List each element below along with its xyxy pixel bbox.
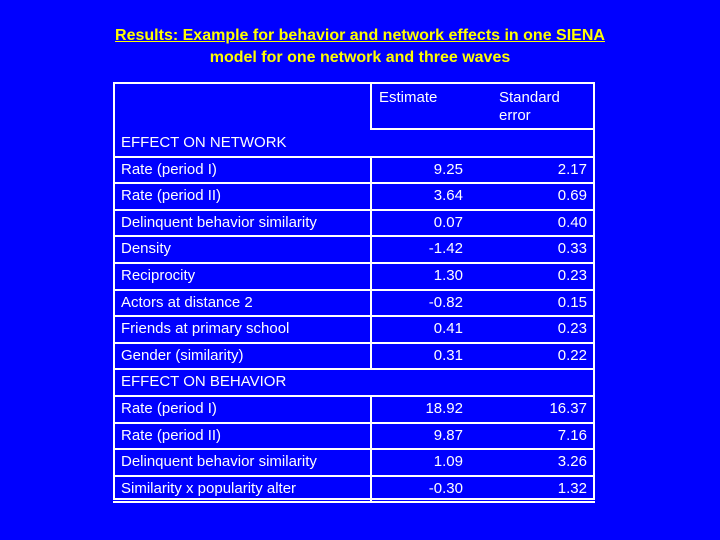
row-se: 0.23	[557, 320, 587, 338]
row-label: Gender (similarity)	[121, 346, 244, 364]
row-se: 0.23	[557, 267, 587, 284]
slide-title: Results: Example for behavior and networ…	[0, 25, 720, 69]
row-divider	[113, 341, 595, 344]
section-heading: EFFECT ON NETWORK	[121, 134, 287, 151]
column-divider	[370, 155, 372, 369]
row-divider	[113, 208, 595, 211]
row-se: 0.15	[557, 293, 587, 311]
title-line-2: model for one network and three waves	[209, 49, 511, 66]
row-se: 0.22	[557, 346, 587, 364]
row-label: Delinquent behavior similarity	[121, 213, 317, 231]
results-table-frame	[113, 82, 595, 500]
row-label: Rate (period II)	[121, 187, 222, 205]
row-label: Rate (period I)	[121, 160, 217, 178]
row-divider	[113, 235, 595, 238]
row-label: Density	[121, 240, 172, 258]
header-divider	[370, 128, 595, 130]
row-label: Friends at primary school	[121, 320, 290, 338]
row-divider	[113, 262, 595, 264]
row-label: Similarity x popularity alter	[121, 479, 297, 497]
section-divider	[113, 395, 595, 397]
row-estimate: 0.41	[433, 320, 463, 338]
row-label: Reciprocity	[121, 267, 196, 284]
row-divider	[113, 288, 595, 291]
row-divider	[113, 474, 595, 477]
row-estimate: 0.07	[433, 213, 463, 231]
column-header-se-line1: Standard	[499, 89, 560, 106]
row-divider	[113, 448, 595, 451]
row-divider	[113, 315, 595, 318]
row-se: 0.69	[557, 187, 587, 205]
row-se: 1.32	[557, 479, 587, 497]
row-divider	[113, 421, 595, 424]
row-estimate: -1.42	[428, 240, 463, 258]
row-estimate: -0.30	[428, 479, 463, 497]
row-label: Rate (period II)	[121, 426, 222, 444]
row-estimate: 9.87	[433, 426, 463, 444]
row-label: Actors at distance 2	[121, 293, 253, 311]
row-estimate: 0.31	[433, 346, 463, 364]
row-label: Rate (period I)	[121, 400, 217, 417]
row-se: 3.26	[557, 453, 587, 471]
column-header-estimate: Estimate	[379, 89, 438, 106]
row-divider	[113, 368, 595, 371]
row-divider	[113, 501, 595, 504]
header-box-divider	[370, 82, 372, 130]
row-divider	[113, 182, 595, 185]
row-estimate: 1.09	[433, 453, 463, 471]
title-line-1: Results: Example for behavior and networ…	[115, 27, 605, 44]
row-estimate: -0.82	[428, 293, 463, 311]
row-estimate: 3.64	[433, 187, 463, 205]
row-se: 16.37	[549, 400, 587, 417]
column-divider	[370, 395, 372, 502]
row-se: 0.33	[557, 240, 587, 258]
section-divider	[113, 155, 595, 158]
row-estimate: 9.25	[433, 160, 463, 178]
row-estimate: 1.30	[433, 267, 463, 284]
row-se: 2.17	[557, 160, 587, 178]
column-header-se-line2: error	[499, 107, 531, 124]
row-estimate: 18.92	[425, 400, 463, 417]
row-se: 7.16	[557, 426, 587, 444]
row-label: Delinquent behavior similarity	[121, 453, 317, 471]
section-heading: EFFECT ON BEHAVIOR	[121, 373, 287, 391]
row-se: 0.40	[557, 213, 587, 231]
